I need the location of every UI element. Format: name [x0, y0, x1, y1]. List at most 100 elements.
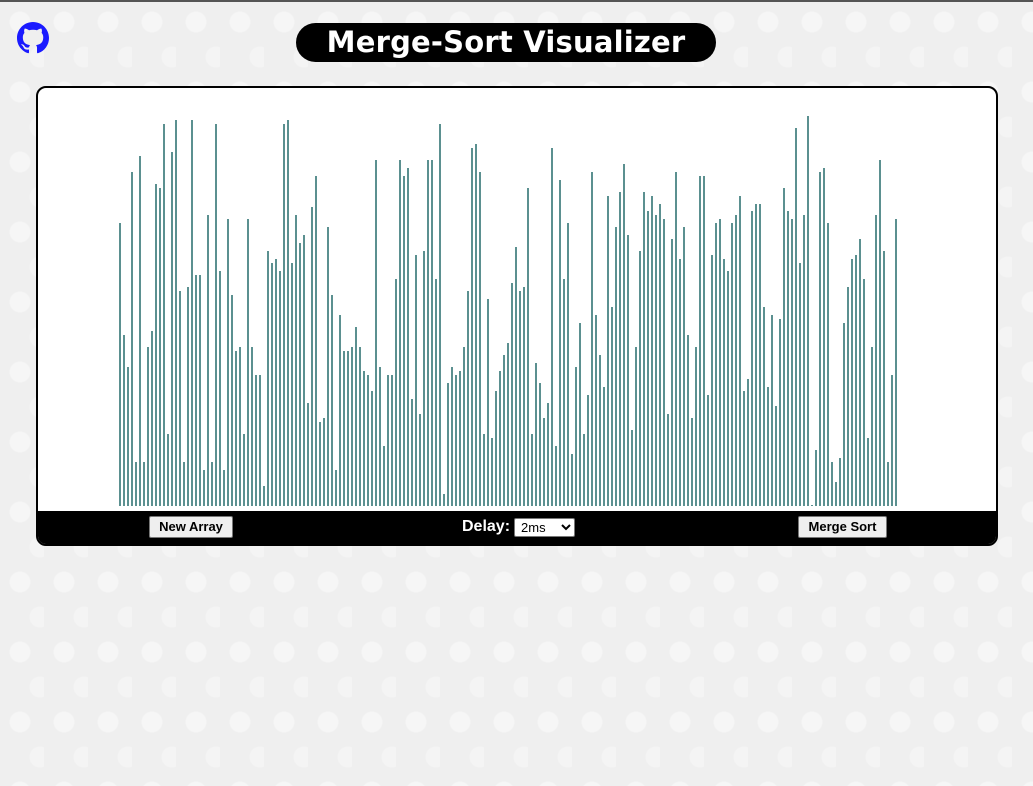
- array-bar: [255, 375, 257, 506]
- array-bar: [127, 367, 129, 506]
- array-bar: [299, 243, 301, 506]
- array-bar: [747, 379, 749, 506]
- array-bar: [743, 391, 745, 506]
- array-bar: [575, 367, 577, 506]
- merge-sort-button[interactable]: Merge Sort: [798, 516, 887, 538]
- array-bar: [319, 422, 321, 506]
- array-bar: [783, 188, 785, 506]
- array-bar: [723, 259, 725, 506]
- array-bar: [131, 172, 133, 506]
- array-bar: [803, 215, 805, 506]
- array-bar: [351, 347, 353, 506]
- array-bar: [447, 383, 449, 506]
- github-icon: [17, 22, 49, 54]
- array-bar: [371, 391, 373, 506]
- array-bar: [527, 188, 529, 506]
- array-bar: [807, 116, 809, 506]
- array-bar: [191, 120, 193, 506]
- delay-control: Delay: 2ms: [462, 515, 576, 539]
- array-bar: [719, 219, 721, 506]
- array-bar: [787, 211, 789, 506]
- github-link[interactable]: [17, 22, 49, 54]
- array-bar: [855, 255, 857, 506]
- array-bar: [779, 319, 781, 506]
- array-bar: [423, 251, 425, 506]
- array-bar: [475, 144, 477, 506]
- array-bar: [707, 395, 709, 506]
- array-bar: [311, 207, 313, 506]
- array-bar: [419, 414, 421, 506]
- array-bar: [767, 387, 769, 506]
- array-bar: [479, 172, 481, 506]
- array-bar: [471, 148, 473, 506]
- array-bar: [879, 160, 881, 506]
- new-array-button[interactable]: New Array: [149, 516, 233, 538]
- array-bar: [663, 219, 665, 506]
- array-bar: [619, 192, 621, 506]
- array-bar: [407, 168, 409, 506]
- array-bar: [727, 271, 729, 506]
- array-bar: [703, 176, 705, 506]
- array-bar: [595, 315, 597, 506]
- array-bar: [415, 255, 417, 506]
- array-bar: [791, 219, 793, 506]
- array-bar: [195, 275, 197, 506]
- array-bar: [515, 247, 517, 506]
- array-bar: [679, 259, 681, 506]
- array-bar: [895, 219, 897, 506]
- array-bar: [839, 458, 841, 506]
- array-bar: [671, 239, 673, 506]
- array-bar: [171, 152, 173, 506]
- array-bar: [451, 367, 453, 506]
- array-bar: [251, 347, 253, 506]
- array-bar: [303, 235, 305, 506]
- array-bar: [335, 470, 337, 506]
- delay-select[interactable]: 2ms: [514, 517, 576, 537]
- array-bar: [187, 287, 189, 506]
- array-bar: [683, 227, 685, 506]
- array-bar: [635, 347, 637, 506]
- array-bar: [343, 351, 345, 506]
- array-bar: [259, 375, 261, 506]
- array-bar: [263, 486, 265, 506]
- array-bar: [851, 259, 853, 506]
- array-bar: [459, 371, 461, 506]
- array-bar: [275, 259, 277, 506]
- array-bar: [467, 291, 469, 506]
- array-bar: [819, 172, 821, 506]
- array-bar: [735, 215, 737, 506]
- array-bar: [395, 279, 397, 506]
- array-bar: [863, 279, 865, 506]
- array-bar: [771, 315, 773, 506]
- array-bar: [623, 164, 625, 506]
- array-bar: [439, 124, 441, 506]
- array-bar: [431, 160, 433, 506]
- array-bar: [443, 494, 445, 506]
- array-bar: [867, 438, 869, 506]
- array-bar: [323, 418, 325, 506]
- array-bar: [547, 403, 549, 506]
- array-bar: [495, 391, 497, 506]
- array-bar: [535, 363, 537, 506]
- array-bar: [387, 375, 389, 506]
- array-bar: [427, 160, 429, 506]
- array-bar: [543, 418, 545, 506]
- array-bar: [163, 124, 165, 506]
- array-bar: [891, 375, 893, 506]
- array-bar: [247, 219, 249, 506]
- array-bar: [391, 375, 393, 506]
- array-bar: [403, 176, 405, 506]
- array-bar: [227, 219, 229, 506]
- array-bar: [731, 223, 733, 506]
- array-bar: [267, 251, 269, 506]
- array-bar: [399, 160, 401, 506]
- array-bar: [151, 331, 153, 506]
- array-bar: [147, 347, 149, 506]
- array-bar: [611, 307, 613, 506]
- array-bar: [775, 406, 777, 506]
- array-bar: [455, 375, 457, 506]
- array-bar: [739, 196, 741, 506]
- array-bar: [123, 335, 125, 506]
- array-bar: [327, 227, 329, 506]
- array-bar: [231, 295, 233, 506]
